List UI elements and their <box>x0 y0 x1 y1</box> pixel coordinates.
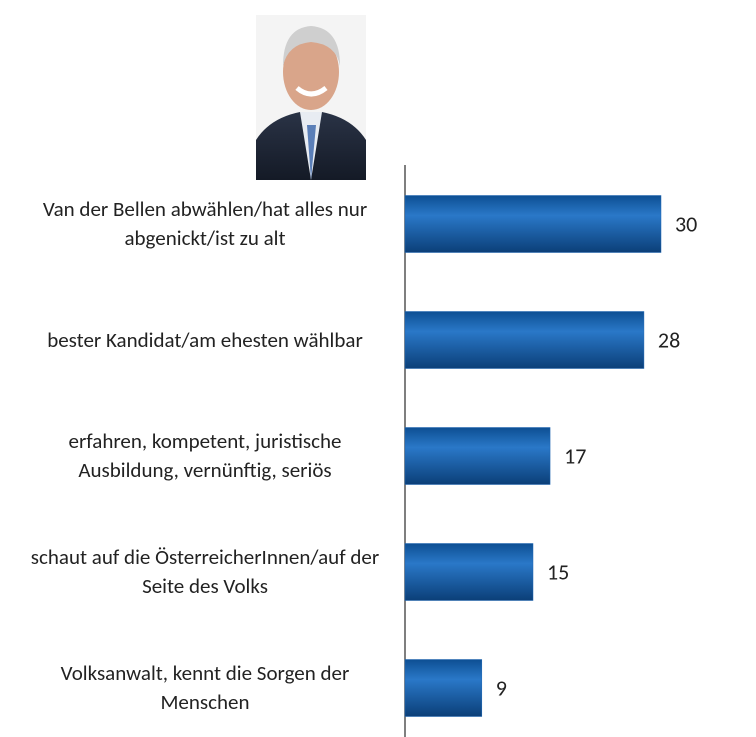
value-label: 17 <box>564 442 586 469</box>
category-label: erfahren, kompetent, juristische Ausbild… <box>68 428 342 483</box>
bar <box>404 659 483 717</box>
bar <box>404 195 662 253</box>
value-label: 9 <box>496 674 507 701</box>
category-label: bester Kandidat/am ehesten wählbar <box>47 326 363 353</box>
category-label: Van der Bellen abwählen/hat alles nur ab… <box>42 196 368 251</box>
value-label: 30 <box>675 210 697 237</box>
value-label: 15 <box>547 558 569 585</box>
category-label: Volksanwalt, kennt die Sorgen der Mensch… <box>60 660 350 715</box>
bar <box>404 543 534 601</box>
value-label: 28 <box>658 326 680 353</box>
portrait <box>256 15 366 180</box>
category-label: schaut auf die ÖsterreicherInnen/auf der… <box>30 544 380 599</box>
bar <box>404 311 645 369</box>
bar <box>404 427 551 485</box>
